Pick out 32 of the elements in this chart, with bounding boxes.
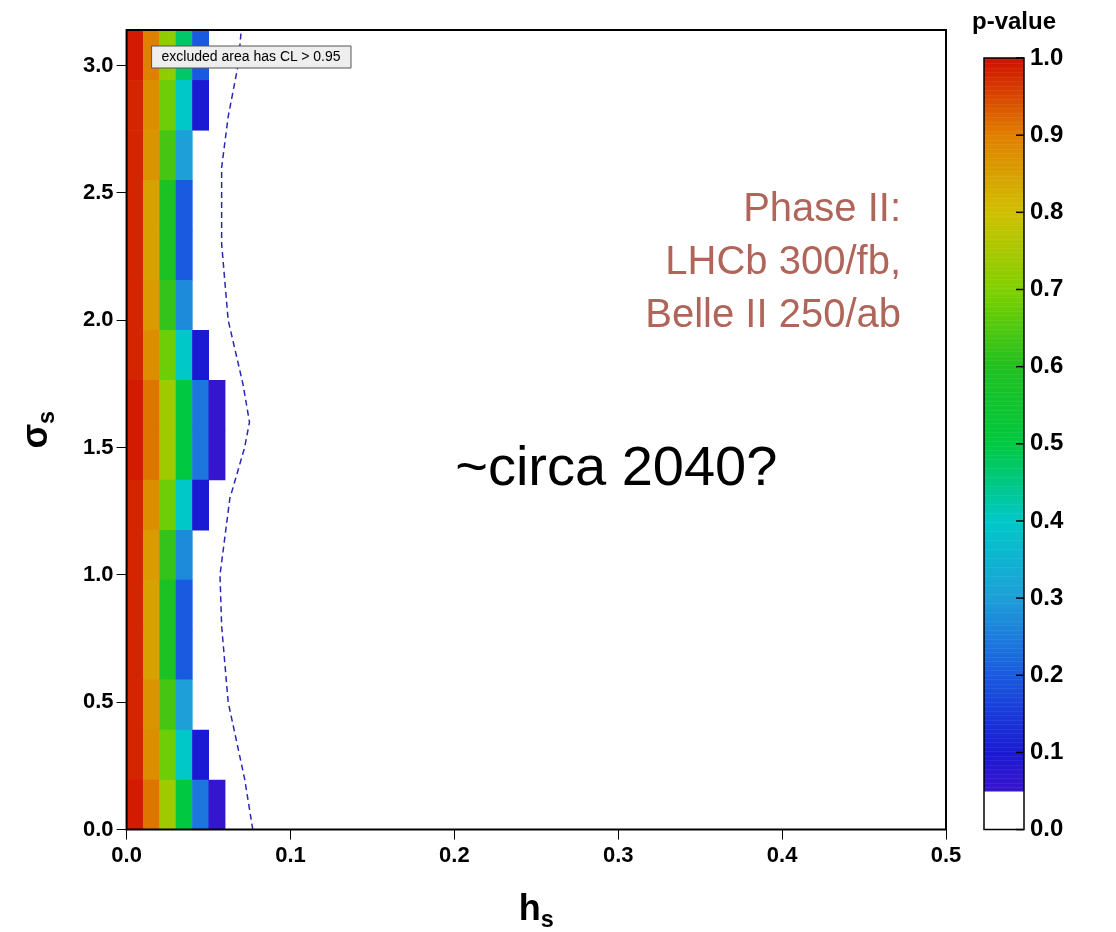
- x-tick-label: 0.2: [439, 841, 470, 867]
- x-tick-label: 0.4: [766, 841, 799, 867]
- line-series: [219, 30, 254, 830]
- y-tick-label: 0.5: [82, 688, 114, 714]
- annotation: ~circa 2040?: [455, 434, 778, 498]
- y-tick-label: 1.5: [82, 433, 114, 459]
- x-tick-label: 0.0: [111, 841, 142, 867]
- color-bar-label: 0.6: [1030, 351, 1064, 379]
- y-tick-label: 0.0: [82, 815, 114, 841]
- annotation: Belle II 250/ab: [645, 291, 901, 336]
- color-bar-label: 0.0: [1030, 814, 1064, 842]
- color-bar-label: 0.2: [1030, 659, 1064, 687]
- annotation: LHCb 300/fb,: [665, 238, 901, 283]
- color-bar-label: 0.5: [1030, 428, 1064, 456]
- color-bar-label: 1.0: [1030, 42, 1064, 70]
- color-bar-label: 0.9: [1030, 119, 1064, 147]
- y-tick-label: 1.0: [82, 561, 114, 587]
- annotation: excluded area has CL > 0.95: [161, 47, 341, 64]
- color-bar-title: p-value: [971, 6, 1057, 34]
- y-tick-label: 2.0: [82, 306, 114, 332]
- color-bar-label: 0.1: [1030, 737, 1064, 765]
- y-axis-title: σs: [13, 410, 59, 449]
- x-tick-label: 0.5: [930, 841, 962, 867]
- annotation: Phase II:: [743, 185, 901, 230]
- y-tick-label: 2.5: [82, 179, 114, 205]
- y-tick-label: 3.0: [82, 51, 114, 77]
- color-bar-label: 0.4: [1030, 505, 1065, 533]
- x-tick-label: 0.1: [275, 841, 306, 867]
- color-bar-label: 0.7: [1030, 274, 1064, 302]
- color-bar-label: 0.8: [1030, 196, 1064, 224]
- x-tick-label: 0.3: [602, 841, 634, 867]
- color-bar-label: 0.3: [1030, 582, 1064, 610]
